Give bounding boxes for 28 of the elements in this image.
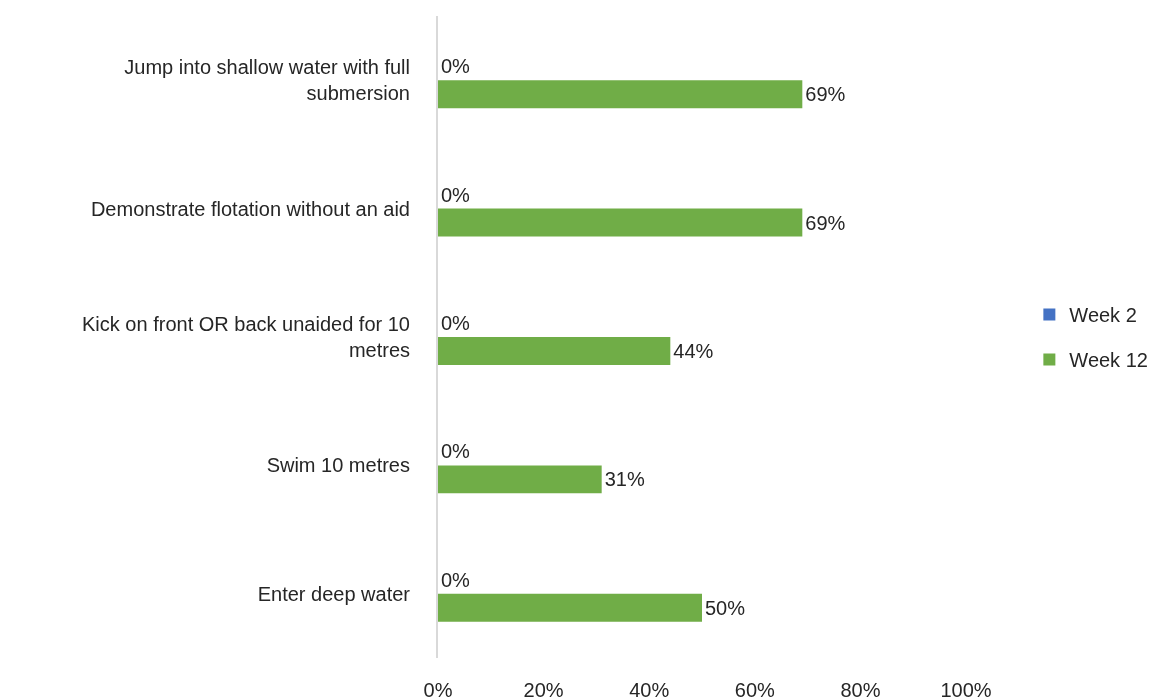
y-tick-label: Kick on front OR back unaided for 10 metres bbox=[82, 313, 410, 361]
bar bbox=[438, 80, 803, 109]
bar bbox=[438, 337, 671, 365]
legend-label: Week 2 bbox=[1069, 304, 1137, 327]
x-tick-label: 80% bbox=[840, 679, 881, 698]
data-label: 0% bbox=[441, 312, 471, 335]
data-label: 44% bbox=[673, 339, 714, 362]
data-label: 0% bbox=[441, 183, 471, 206]
x-tick-label: 40% bbox=[629, 679, 670, 698]
bar bbox=[438, 465, 602, 494]
x-tick-label: 100% bbox=[940, 679, 992, 698]
data-label: 0% bbox=[441, 55, 471, 78]
legend-label: Week 12 bbox=[1069, 349, 1148, 372]
x-tick-label: 0% bbox=[423, 679, 453, 698]
y-tick-label: Swim 10 metres bbox=[266, 454, 410, 477]
data-label: 0% bbox=[441, 440, 471, 463]
data-label: 69% bbox=[805, 83, 846, 106]
y-tick-label: Demonstrate flotation without an aid bbox=[90, 197, 410, 220]
data-label: 69% bbox=[805, 211, 846, 234]
data-label: 0% bbox=[441, 568, 471, 591]
data-label: 50% bbox=[705, 596, 746, 619]
y-tick-label: Enter deep water bbox=[257, 582, 411, 605]
data-label: 31% bbox=[604, 468, 645, 491]
bar bbox=[438, 208, 803, 237]
y-tick-label: Jump into shallow water with full submersion bbox=[124, 56, 410, 105]
x-tick-label: 60% bbox=[734, 679, 776, 698]
bar bbox=[438, 593, 702, 622]
x-tick-label: 20% bbox=[523, 679, 564, 698]
